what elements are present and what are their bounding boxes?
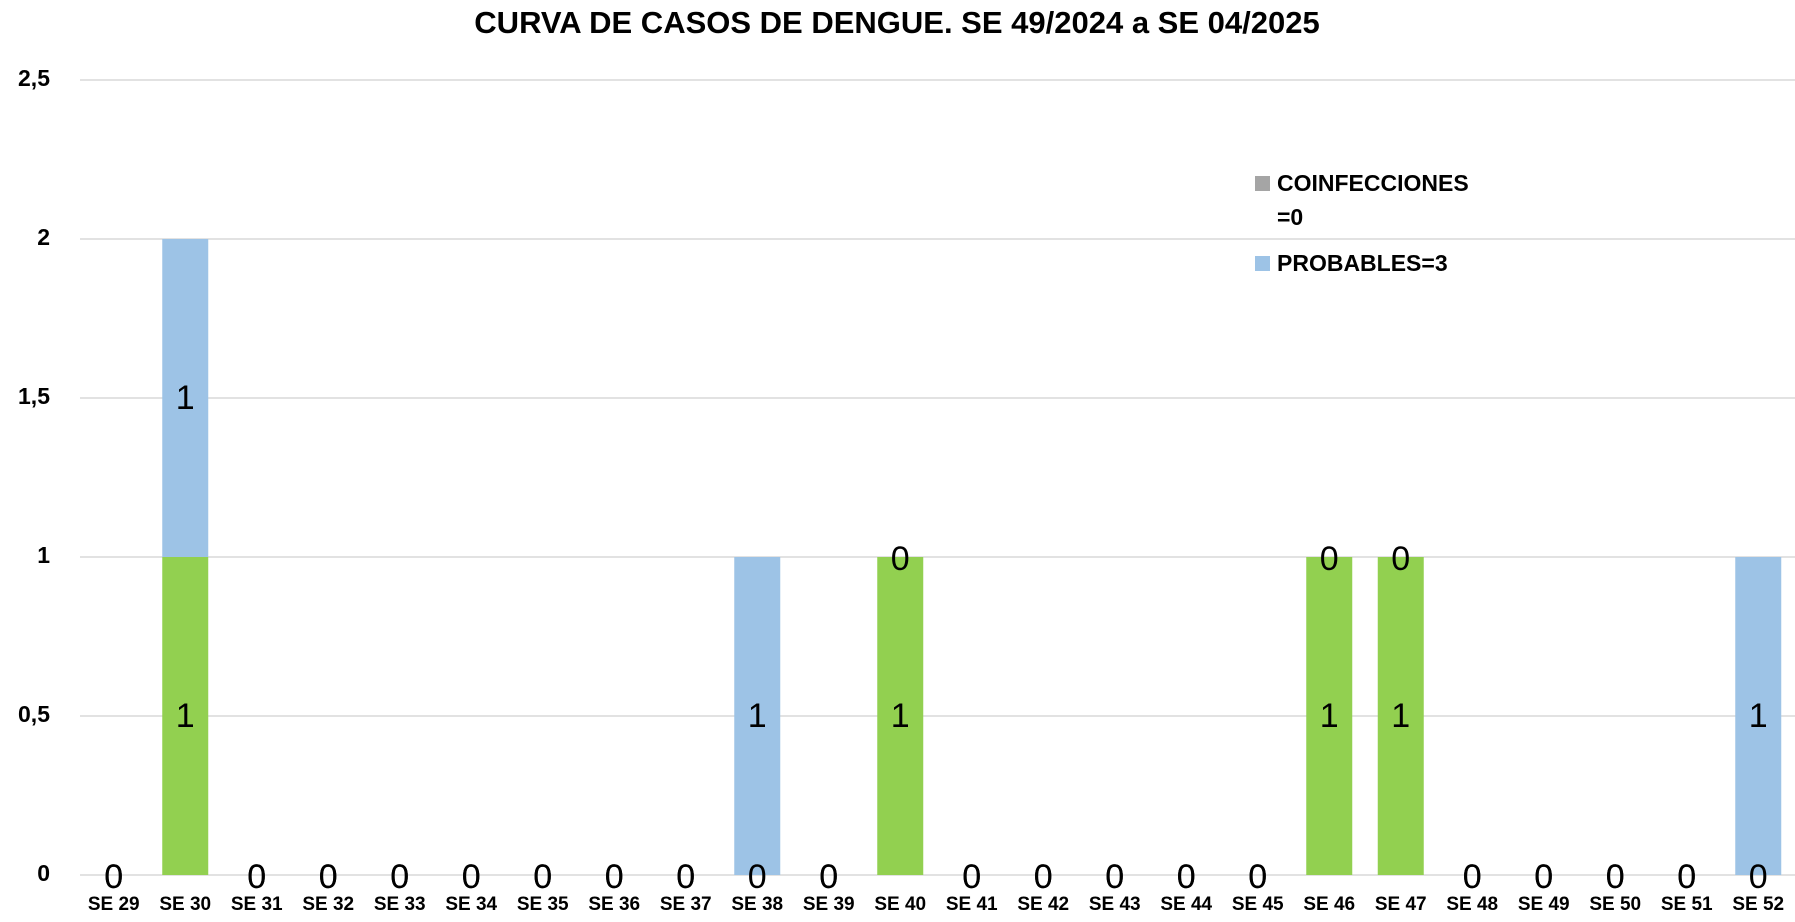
- legend: COINFECCIONES =0 PROBABLES=3: [1255, 166, 1480, 292]
- data-label: 0: [1320, 540, 1339, 578]
- data-label: 1: [1391, 697, 1410, 735]
- data-label: 0: [1749, 858, 1768, 896]
- data-label: 1: [748, 697, 767, 735]
- legend-swatch: [1255, 176, 1270, 191]
- x-tick-label: SE 49: [1518, 894, 1570, 915]
- data-label: 0: [462, 858, 481, 896]
- x-tick-label: SE 47: [1375, 894, 1427, 915]
- data-label: 0: [819, 858, 838, 896]
- x-tick-label: SE 32: [302, 894, 354, 915]
- legend-label: COINFECCIONES =0: [1277, 170, 1469, 230]
- x-tick-label: SE 36: [588, 894, 640, 915]
- data-label: 0: [1677, 858, 1696, 896]
- data-label: 0: [1463, 858, 1482, 896]
- data-label: 0: [462, 858, 481, 896]
- data-label: 0: [962, 858, 981, 896]
- data-label: 0: [104, 858, 123, 896]
- bar-segment: [1306, 557, 1353, 875]
- data-label: 0: [1534, 858, 1553, 896]
- data-label: 0: [390, 858, 409, 896]
- data-label: 0: [1463, 858, 1482, 896]
- x-tick-label: SE 42: [1017, 894, 1069, 915]
- data-label: 0: [533, 858, 552, 896]
- data-label: 0: [1606, 858, 1625, 896]
- y-tick-label: 0: [37, 860, 50, 886]
- x-tick-label: SE 48: [1446, 894, 1498, 915]
- x-tick-label: SE 30: [159, 894, 211, 915]
- x-tick-label: SE 37: [660, 894, 712, 915]
- x-tick-label: SE 51: [1661, 894, 1713, 915]
- bar-segment: [162, 557, 209, 875]
- bar-segment: [734, 557, 781, 875]
- data-label: 0: [1177, 858, 1196, 896]
- x-tick-label: SE 31: [231, 894, 283, 915]
- x-tick-label: SE 44: [1160, 894, 1212, 915]
- y-tick-label: 1,5: [18, 383, 50, 409]
- legend-item: PROBABLES=3: [1255, 246, 1480, 280]
- data-label: 0: [605, 858, 624, 896]
- y-tick-label: 1: [37, 542, 50, 568]
- data-label: 0: [533, 858, 552, 896]
- data-label: 0: [962, 858, 981, 896]
- x-tick-label: SE 38: [731, 894, 783, 915]
- data-label: 0: [676, 858, 695, 896]
- x-tick-label: SE 46: [1303, 894, 1355, 915]
- bar-segment: [1377, 557, 1424, 875]
- data-label: 0: [1248, 858, 1267, 896]
- data-label: 0: [1677, 858, 1696, 896]
- data-label: 1: [1320, 697, 1339, 735]
- chart-title: CURVA DE CASOS DE DENGUE. SE 49/2024 a S…: [474, 5, 1319, 40]
- bar-segment: [1735, 557, 1782, 875]
- data-label: 0: [319, 858, 338, 896]
- data-label: 1: [176, 697, 195, 735]
- data-label: 0: [1034, 858, 1053, 896]
- data-label: 0: [104, 858, 123, 896]
- data-label: 1: [891, 697, 910, 735]
- x-tick-label: SE 50: [1589, 894, 1641, 915]
- data-label: 0: [676, 858, 695, 896]
- x-tick-label: SE 33: [374, 894, 426, 915]
- x-tick-label: SE 40: [874, 894, 926, 915]
- x-tick-label: SE 41: [946, 894, 998, 915]
- x-tick-label: SE 35: [517, 894, 569, 915]
- bar-segment: [162, 239, 209, 557]
- data-label: 0: [1105, 858, 1124, 896]
- data-label: 0: [1034, 858, 1053, 896]
- legend-label: PROBABLES=3: [1277, 250, 1448, 276]
- x-tick-label: SE 29: [88, 894, 140, 915]
- y-tick-label: 2,5: [18, 65, 50, 91]
- data-label: 0: [605, 858, 624, 896]
- x-tick-label: SE 43: [1089, 894, 1141, 915]
- data-label: 0: [1177, 858, 1196, 896]
- data-label: 0: [748, 858, 767, 896]
- data-label: 0: [819, 858, 838, 896]
- data-label: 0: [247, 858, 266, 896]
- data-label: 0: [1105, 858, 1124, 896]
- data-label: 0: [1606, 858, 1625, 896]
- data-label: 0: [319, 858, 338, 896]
- data-label: 0: [247, 858, 266, 896]
- data-label: 0: [390, 858, 409, 896]
- data-label: 0: [1534, 858, 1553, 896]
- data-label: 0: [1391, 540, 1410, 578]
- x-tick-label: SE 34: [445, 894, 497, 915]
- data-label: 0: [1248, 858, 1267, 896]
- bar-segment: [877, 557, 924, 875]
- x-tick-label: SE 45: [1232, 894, 1284, 915]
- y-tick-label: 2: [37, 224, 50, 250]
- legend-item: COINFECCIONES =0: [1255, 166, 1480, 234]
- x-tick-label: SE 39: [803, 894, 855, 915]
- data-label: 0: [891, 540, 910, 578]
- y-tick-label: 0,5: [18, 701, 50, 727]
- data-label: 1: [1749, 697, 1768, 735]
- legend-swatch: [1255, 256, 1270, 271]
- data-label: 1: [176, 379, 195, 417]
- x-tick-label: SE 52: [1732, 894, 1784, 915]
